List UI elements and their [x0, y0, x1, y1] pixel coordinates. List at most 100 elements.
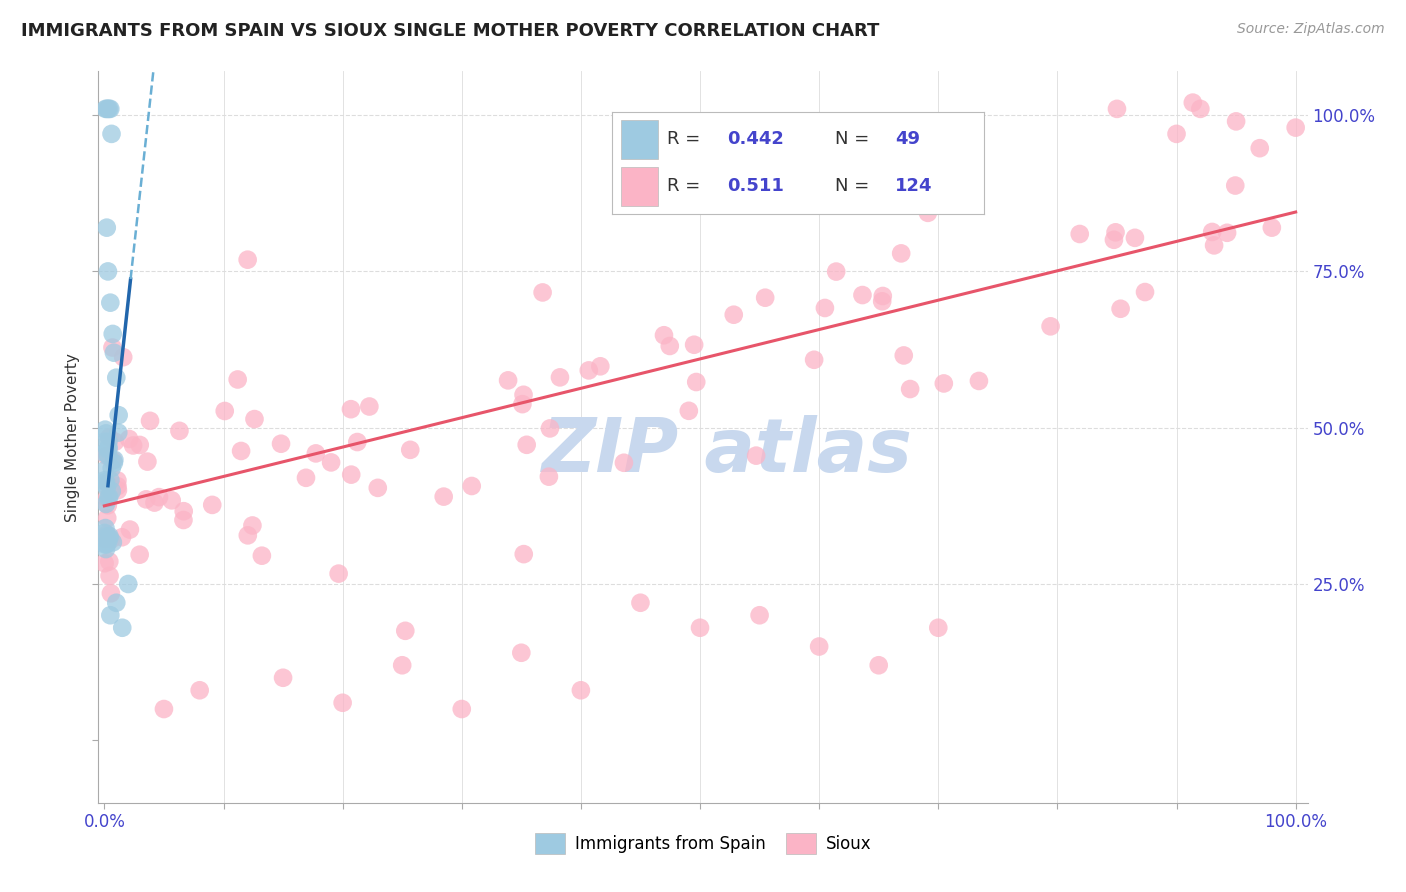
Point — [96, 529, 118, 543]
Point — [1105, 102, 1128, 116]
Point — [243, 412, 266, 426]
Point — [754, 291, 776, 305]
Point — [105, 370, 128, 384]
Point — [97, 434, 120, 449]
Point — [394, 624, 416, 638]
Point — [100, 127, 122, 141]
Point — [270, 436, 292, 450]
Point — [460, 479, 482, 493]
Text: Source: ZipAtlas.com: Source: ZipAtlas.com — [1237, 22, 1385, 37]
Point — [101, 535, 124, 549]
Point — [1261, 220, 1284, 235]
Point — [101, 453, 124, 467]
Point — [814, 301, 837, 315]
Point — [319, 455, 342, 469]
Point — [898, 382, 921, 396]
Point — [100, 533, 122, 547]
Point — [652, 328, 675, 343]
Point — [685, 375, 707, 389]
Point — [103, 452, 125, 467]
Point — [94, 477, 117, 491]
Point — [118, 432, 141, 446]
Point — [214, 404, 236, 418]
Point — [1181, 95, 1204, 110]
Point — [107, 483, 129, 498]
Point — [295, 471, 318, 485]
Text: 0.442: 0.442 — [727, 130, 785, 148]
Point — [98, 430, 121, 444]
Point — [98, 295, 121, 310]
Text: 0.511: 0.511 — [727, 178, 785, 195]
Point — [98, 102, 121, 116]
Point — [153, 702, 176, 716]
Point — [97, 491, 120, 505]
Point — [169, 424, 191, 438]
Point — [96, 527, 118, 541]
Point — [512, 388, 534, 402]
Point — [613, 456, 636, 470]
Point — [96, 537, 118, 551]
Point — [678, 404, 700, 418]
Point — [117, 577, 139, 591]
Point — [93, 556, 115, 570]
Text: ZIP atlas: ZIP atlas — [541, 415, 912, 488]
Point — [1249, 141, 1271, 155]
Point — [890, 246, 912, 260]
Point — [96, 481, 118, 495]
Point — [870, 294, 893, 309]
Point — [1069, 227, 1091, 241]
Point — [94, 497, 117, 511]
Point — [107, 479, 129, 493]
Point — [96, 442, 118, 456]
Point — [94, 542, 117, 557]
Point — [97, 449, 120, 463]
Point — [94, 426, 117, 441]
Point — [148, 490, 170, 504]
Point — [201, 498, 224, 512]
Point — [723, 308, 745, 322]
Point — [128, 548, 150, 562]
Point — [359, 400, 381, 414]
Point — [98, 531, 121, 545]
Point — [1204, 238, 1226, 252]
Point — [104, 434, 127, 449]
Point — [340, 467, 363, 482]
Point — [236, 528, 259, 542]
Legend: Immigrants from Spain, Sioux: Immigrants from Spain, Sioux — [529, 827, 877, 860]
Point — [1225, 178, 1247, 193]
Point — [236, 252, 259, 267]
Point — [808, 640, 831, 654]
Point — [101, 326, 124, 341]
Point — [589, 359, 612, 374]
Point — [98, 490, 121, 504]
Point — [100, 473, 122, 487]
Point — [1189, 102, 1212, 116]
Point — [173, 504, 195, 518]
Point — [143, 495, 166, 509]
Point — [1216, 226, 1239, 240]
Point — [105, 596, 128, 610]
Point — [399, 442, 422, 457]
Point — [1102, 233, 1125, 247]
Point — [94, 475, 117, 489]
Point — [96, 220, 118, 235]
Point — [160, 493, 183, 508]
Point — [658, 339, 681, 353]
Point — [136, 454, 159, 468]
Point — [101, 484, 124, 499]
Point — [100, 586, 122, 600]
Point — [97, 102, 120, 116]
Point — [101, 341, 124, 355]
Point — [328, 566, 350, 581]
Point — [569, 683, 592, 698]
Point — [98, 608, 121, 623]
Point — [139, 414, 162, 428]
Point — [96, 102, 118, 116]
Point — [513, 547, 536, 561]
Point — [433, 490, 456, 504]
Point — [93, 434, 115, 449]
Point — [548, 370, 571, 384]
Point — [1201, 225, 1223, 239]
Point — [578, 363, 600, 377]
Point — [1285, 120, 1308, 135]
